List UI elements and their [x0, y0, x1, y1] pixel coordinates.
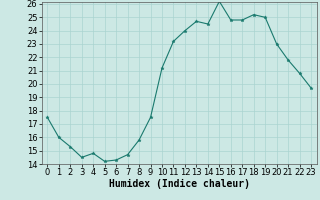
X-axis label: Humidex (Indice chaleur): Humidex (Indice chaleur): [109, 179, 250, 189]
